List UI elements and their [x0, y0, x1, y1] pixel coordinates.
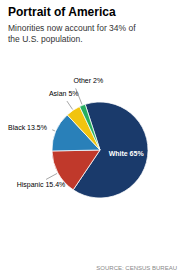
subtitle-line: Minorities now account for 34% of: [8, 23, 136, 33]
slice-label: Other 2%: [74, 77, 104, 84]
subtitle: Minorities now account for 34% ofthe U.S…: [8, 23, 136, 44]
chart: Portrait of America Minorities now accoun…: [0, 0, 183, 275]
source: SOURCE: CENSUS BUREAU: [96, 265, 177, 271]
subtitle-line: the U.S. population.: [8, 34, 83, 44]
leader-line: [67, 101, 73, 109]
leader-line: [76, 88, 82, 104]
slice: [80, 104, 100, 150]
pie: [52, 102, 148, 198]
slice-label: White 65%: [109, 150, 145, 157]
slice-label: Hispanic 15.4%: [17, 181, 66, 189]
leader-line: [52, 130, 55, 131]
slice-label: Asian 5%: [49, 90, 79, 97]
slice-label: Black 13.5%: [8, 124, 47, 131]
title: Portrait of America: [8, 5, 116, 19]
labels: White 65% Hispanic 15.4% Black 13.5% Asian …: [8, 77, 144, 189]
leader-line: [46, 173, 57, 179]
